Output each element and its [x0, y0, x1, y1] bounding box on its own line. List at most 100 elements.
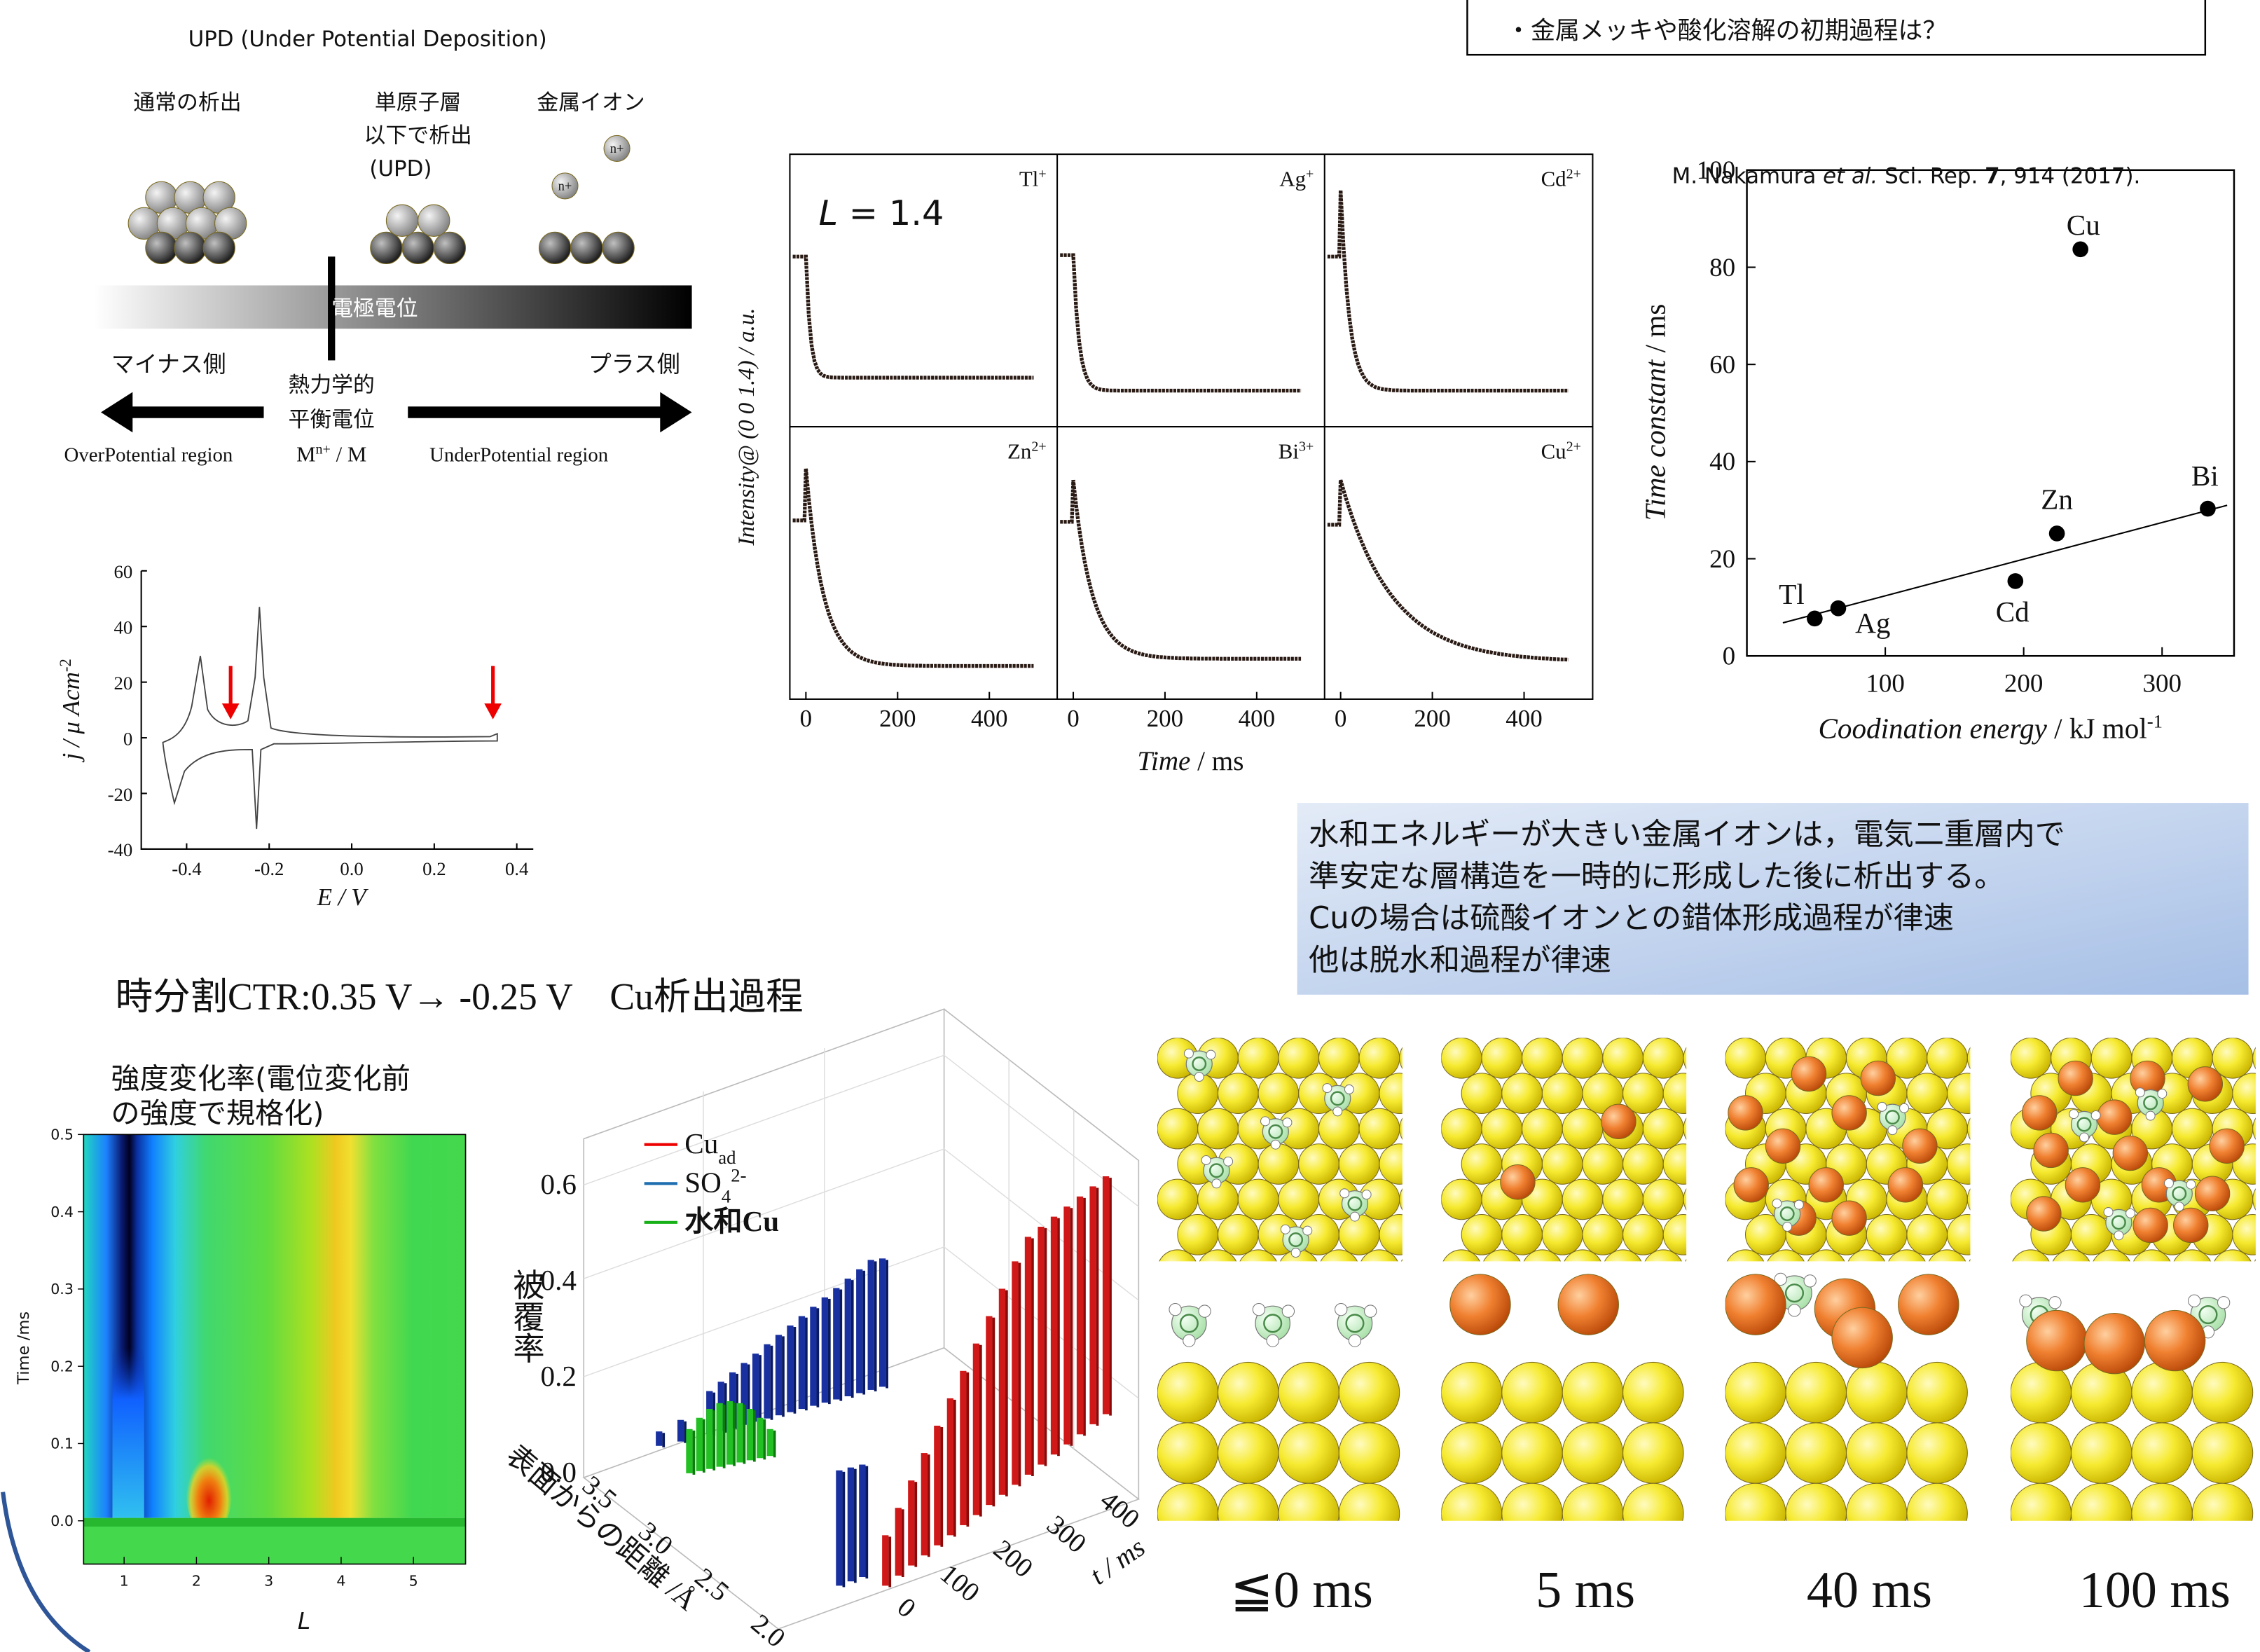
- atom: [1450, 1274, 1510, 1335]
- hydrogen: [1281, 1225, 1290, 1234]
- text-part: 4: [722, 1186, 731, 1207]
- hydrogen: [2080, 1133, 2089, 1142]
- atom: [602, 232, 634, 263]
- x-tick-label: 200: [1147, 705, 1183, 732]
- ion-label: Bi3+: [1279, 439, 1314, 463]
- hydrogen: [1184, 1049, 1193, 1058]
- x-axis-label: Time / ms: [1137, 746, 1243, 776]
- atom: [2188, 1067, 2222, 1101]
- intensity-curve: [1328, 480, 1569, 659]
- label: (UPD): [369, 156, 432, 181]
- bar3d-bar-side: [1031, 1238, 1034, 1476]
- atom: [2210, 1129, 2244, 1163]
- atom: [2195, 1176, 2229, 1211]
- page: ・金属メッキや酸化溶解の初期過程は？UPD (Under Potential D…: [0, 0, 2260, 1652]
- x-tick-label: 200: [1414, 705, 1450, 732]
- atom: [2097, 1100, 2132, 1134]
- hydrogen: [1201, 1155, 1211, 1164]
- atom: [1861, 1061, 1895, 1095]
- label: 平衡電位: [288, 407, 374, 432]
- atom: [1319, 1250, 1360, 1290]
- bar3d-bar-side: [662, 1433, 665, 1447]
- atom: [1501, 1165, 1535, 1199]
- bar3d-bar: [845, 1279, 851, 1396]
- hydrogen: [1291, 1248, 1300, 1258]
- scatter-frame: [1747, 170, 2234, 656]
- atom: [1198, 1250, 1239, 1290]
- text-part: +: [1306, 166, 1314, 181]
- bar3d-bar-side: [794, 1327, 797, 1414]
- atom: [2192, 1362, 2252, 1422]
- y-tick-label: 0: [123, 728, 132, 749]
- atom: [1967, 1038, 2008, 1078]
- hydrogen: [1253, 1303, 1265, 1315]
- atom: [1542, 1215, 1583, 1255]
- x-tick-label: 2: [192, 1572, 201, 1589]
- text-part: Tl: [1019, 167, 1038, 191]
- point-label: Bi: [2191, 460, 2219, 492]
- data-point: [1807, 610, 1823, 626]
- atom: [1583, 1144, 1623, 1185]
- data-point: [2072, 242, 2088, 258]
- intensity-panel-divider: [790, 154, 1592, 699]
- y-tick-label: 40: [114, 617, 133, 638]
- atom: [1603, 1038, 1644, 1078]
- hydrogen: [2186, 1180, 2196, 1189]
- bar3d-bar: [736, 1403, 743, 1463]
- hydrogen: [1267, 1335, 1279, 1347]
- atom: [1157, 1250, 1198, 1290]
- atom: [1734, 1168, 1768, 1202]
- y-tick-label: 80: [1709, 254, 1735, 282]
- x-tick-label: 0: [800, 705, 812, 732]
- bar3d-bar: [1025, 1237, 1031, 1475]
- y-tick-label: 0: [1723, 642, 1736, 671]
- atom: [2011, 1483, 2071, 1543]
- bar3d-bar-side: [862, 1271, 865, 1395]
- hydrogen: [2126, 1209, 2135, 1218]
- hydrogen: [1335, 1303, 1347, 1315]
- hydrogen: [1333, 1107, 1342, 1116]
- atom: [1522, 1038, 1563, 1078]
- atom: [2172, 1250, 2213, 1290]
- atom: [1987, 1073, 2028, 1114]
- y-axis-label: Time /ms: [15, 1312, 33, 1385]
- bar3d-bar: [656, 1431, 662, 1446]
- distance-label: 表面からの距離 /Å: [500, 1439, 703, 1617]
- atom: [1400, 1179, 1440, 1220]
- hydrogen: [2158, 1089, 2167, 1099]
- atom: [1157, 1179, 1198, 1220]
- atom: [1279, 1423, 1339, 1483]
- text-part: -2: [57, 659, 74, 672]
- side-view: [1725, 1273, 1968, 1543]
- atom: [2113, 1136, 2147, 1170]
- bar3d-bar-side: [723, 1405, 726, 1468]
- atom: [1542, 1073, 1583, 1114]
- atom: [418, 205, 450, 236]
- heatmap-title: 強度変化率(電位変化前: [111, 1061, 410, 1095]
- slide-content: ・金属メッキや酸化溶解の初期過程は？UPD (Under Potential D…: [3, 0, 2260, 1652]
- hydrogen: [1303, 1226, 1312, 1235]
- bar3d-bar: [1103, 1176, 1109, 1414]
- atom: [1379, 1144, 1420, 1185]
- atom: [1903, 1129, 1937, 1163]
- bar3d-bar: [686, 1429, 692, 1473]
- atom: [1299, 1144, 1339, 1185]
- bar3d-bar: [947, 1398, 953, 1535]
- hydrogen: [1900, 1103, 1909, 1113]
- time-label: 40 ms: [1807, 1562, 1932, 1619]
- label: プラス側: [588, 350, 680, 378]
- atom: [2051, 1250, 2092, 1290]
- coverage-tick-label: 0.6: [541, 1168, 577, 1200]
- bar3d-bar: [787, 1326, 793, 1412]
- hydrogen: [2091, 1110, 2100, 1120]
- atom: [1420, 1073, 1461, 1114]
- bar3d-bar-side: [928, 1454, 930, 1557]
- atom: [2132, 1250, 2172, 1290]
- intensity-curve: [793, 469, 1034, 666]
- text-part: Coodination energy: [1818, 712, 2047, 744]
- atom: [434, 232, 465, 263]
- hydrogen: [1789, 1305, 1800, 1316]
- hydrogen: [1804, 1275, 1816, 1287]
- atom: [2233, 1073, 2260, 1114]
- hydrogen: [1271, 1140, 1280, 1149]
